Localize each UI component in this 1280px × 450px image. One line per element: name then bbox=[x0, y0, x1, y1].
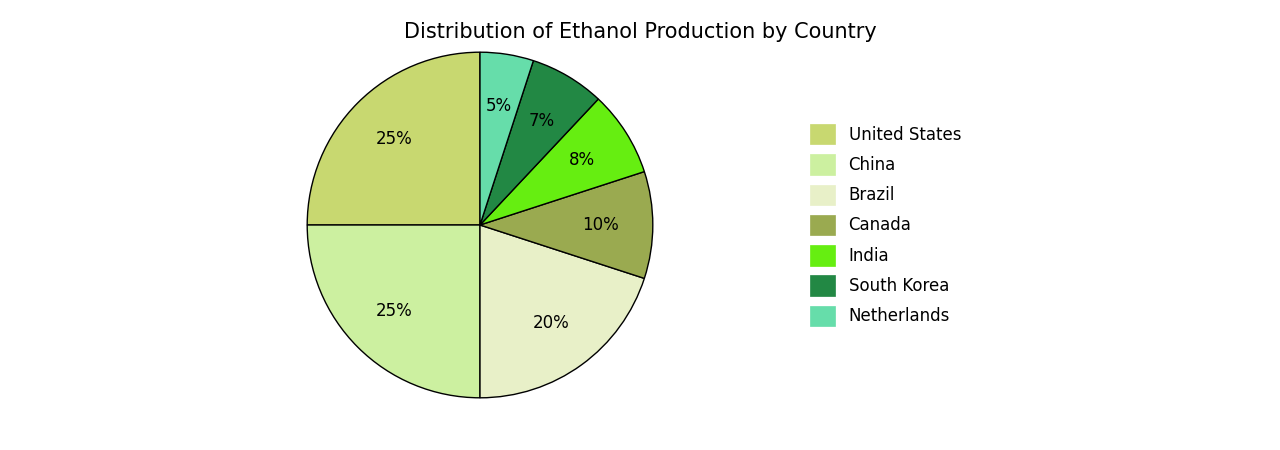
Wedge shape bbox=[480, 99, 644, 225]
Text: 8%: 8% bbox=[570, 151, 595, 169]
Text: 10%: 10% bbox=[582, 216, 620, 234]
Text: 5%: 5% bbox=[486, 97, 512, 115]
Wedge shape bbox=[307, 225, 480, 398]
Text: Distribution of Ethanol Production by Country: Distribution of Ethanol Production by Co… bbox=[403, 22, 877, 42]
Text: 7%: 7% bbox=[529, 112, 554, 130]
Wedge shape bbox=[480, 61, 598, 225]
Text: 25%: 25% bbox=[376, 302, 413, 319]
Wedge shape bbox=[480, 171, 653, 279]
Text: 25%: 25% bbox=[376, 130, 413, 148]
Wedge shape bbox=[480, 52, 534, 225]
Wedge shape bbox=[307, 52, 480, 225]
Wedge shape bbox=[480, 225, 644, 398]
Legend: United States, China, Brazil, Canada, India, South Korea, Netherlands: United States, China, Brazil, Canada, In… bbox=[803, 116, 969, 334]
Text: 20%: 20% bbox=[532, 314, 570, 332]
